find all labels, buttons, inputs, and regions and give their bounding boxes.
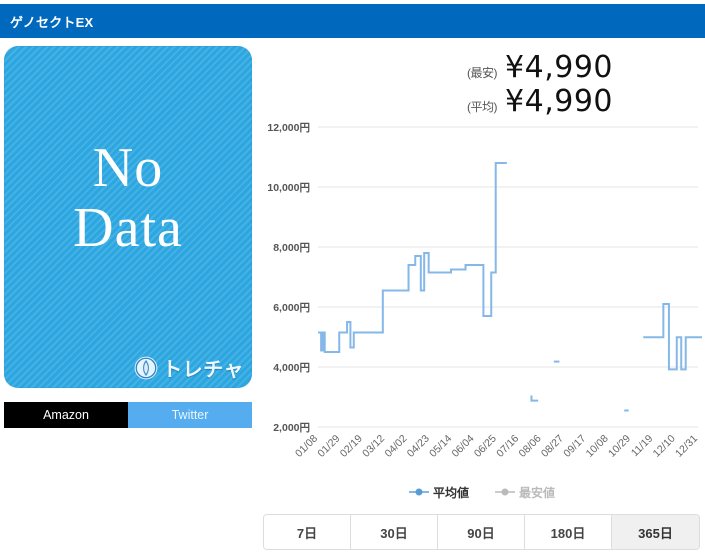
x-axis-tick-label: 02/19	[338, 433, 365, 460]
y-axis-tick-label: 4,000円	[273, 362, 310, 374]
x-axis-tick-label: 01/29	[315, 433, 342, 460]
y-axis-tick-label: 6,000円	[273, 302, 310, 314]
external-link-bar: Amazon Twitter	[4, 402, 252, 428]
lowest-price-value: ¥4,990	[505, 50, 613, 85]
x-axis-tick-label: 06/04	[450, 433, 477, 460]
y-axis-tick-label: 12,000円	[267, 122, 310, 134]
series-line-average	[530, 395, 539, 402]
chart-canvas: 12,000円10,000円8,000円6,000円4,000円2,000円01…	[267, 122, 702, 460]
twitter-button[interactable]: Twitter	[128, 402, 252, 428]
x-axis-tick-label: 08/06	[517, 433, 544, 460]
series-line-average	[643, 303, 702, 371]
lowest-price-label: (最安)	[467, 66, 498, 80]
no-data-line1: No	[92, 137, 164, 199]
x-axis-tick-label: 01/08	[293, 433, 320, 460]
series-line-average	[318, 162, 507, 353]
watermark: トレチャ	[133, 353, 244, 382]
range-button-7[interactable]: 7日	[264, 515, 351, 549]
x-axis-tick-label: 10/08	[584, 433, 611, 460]
y-axis-tick-label: 8,000円	[273, 242, 310, 254]
x-axis-tick-label: 10/29	[606, 433, 633, 460]
x-axis-tick-label: 04/23	[405, 433, 432, 460]
product-image-panel: No Data トレチャ	[4, 46, 252, 388]
page-title: ゲノセクトEX	[10, 14, 94, 30]
x-axis-tick-label: 03/12	[360, 433, 387, 460]
legend-item-lowest[interactable]: 最安値	[495, 484, 555, 501]
average-price-value: ¥4,990	[505, 84, 613, 119]
range-button-365[interactable]: 365日	[612, 515, 699, 549]
x-axis-tick-label: 12/10	[651, 433, 678, 460]
y-axis-tick-label: 10,000円	[267, 182, 310, 194]
x-axis-tick-label: 11/19	[629, 433, 656, 460]
legend-label-lowest: 最安値	[519, 485, 556, 500]
legend-marker-average	[408, 491, 429, 493]
no-data-card: No Data トレチャ	[4, 46, 252, 388]
x-axis-tick-label: 09/17	[561, 433, 588, 460]
legend-item-average[interactable]: 平均値	[408, 484, 469, 501]
leaf-drop-logo-icon	[134, 356, 158, 379]
x-axis-tick-label: 12/31	[673, 433, 700, 460]
page-header: ゲノセクトEX	[0, 4, 705, 38]
range-button-90[interactable]: 90日	[438, 515, 525, 549]
lowest-price-row: (最安) ¥4,990	[313, 50, 613, 85]
range-selector: 7日 30日 90日 180日 365日	[263, 514, 700, 550]
chart-legend: 平均値 最安値	[262, 482, 702, 502]
amazon-button[interactable]: Amazon	[4, 402, 128, 428]
x-axis-tick-label: 05/14	[427, 433, 454, 460]
legend-marker-lowest	[495, 491, 515, 493]
x-axis-tick-label: 04/02	[382, 433, 409, 460]
legend-label-average: 平均値	[432, 485, 469, 500]
no-data-text: No Data	[4, 138, 252, 258]
average-price-row: (平均) ¥4,990	[313, 84, 613, 119]
price-summary: (最安) ¥4,990 (平均) ¥4,990	[313, 50, 613, 119]
range-button-180[interactable]: 180日	[525, 515, 612, 549]
x-axis-tick-label: 07/16	[494, 433, 521, 460]
x-axis-tick-label: 06/25	[472, 433, 499, 460]
average-price-label: (平均)	[467, 100, 498, 114]
x-axis-tick-label: 08/27	[539, 433, 566, 460]
price-history-chart[interactable]: 12,000円 10,000円 8,000円 6,000円 4,000円 2,000円 01…	[262, 118, 702, 490]
y-axis-tick-label: 2,000円	[273, 422, 310, 434]
range-button-30[interactable]: 30日	[351, 515, 438, 549]
no-data-line2: Data	[73, 197, 183, 259]
watermark-text: トレチャ	[162, 359, 244, 381]
